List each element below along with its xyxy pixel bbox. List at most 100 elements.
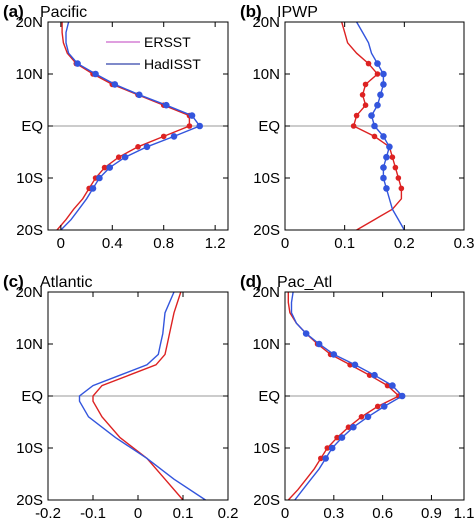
data-point [362,81,369,88]
data-point [101,164,108,171]
data-point [143,143,151,151]
data-point [365,60,372,67]
data-point [383,185,390,192]
data-point [334,434,340,441]
data-point [89,185,97,192]
y-tick-label: 10S [253,440,280,457]
data-point [389,382,396,389]
data-point [74,60,81,67]
data-point [345,424,352,431]
data-point [359,92,366,98]
panel-label: (d) [240,272,262,291]
y-tick-label: 20S [16,492,43,509]
x-tick-label: 0.1 [173,505,194,521]
data-point [398,185,405,192]
y-tick-label: 10N [252,66,280,83]
y-tick-label: 20N [15,284,43,301]
data-point [380,403,388,410]
x-tick-label: 1.2 [205,235,226,252]
panel-label: (b) [240,2,262,21]
data-point [121,153,129,161]
x-tick-label: 0 [281,505,289,521]
data-point [350,123,357,129]
data-point [135,144,141,150]
panel-title: Pac_Atl [277,274,332,291]
y-tick-label: 10N [15,66,43,83]
data-point [386,143,393,151]
y-tick-label: EQ [21,118,43,135]
data-point [315,340,323,348]
data-point [330,351,338,358]
y-tick-label: 10S [16,440,43,457]
data-point [92,70,99,78]
y-tick-label: 10S [16,170,43,187]
data-point [380,174,387,182]
x-tick-label: -0.2 [35,505,61,521]
data-point [362,102,369,108]
chart-panel-1: 20N 10N EQ 10S 20S 0 0.4 0.8 1.2 (a) Pacific [3,2,229,252]
y-tick-label: 10S [253,170,280,187]
data-point [302,330,310,337]
x-tick-label: 0.2 [218,505,239,521]
data-point [371,122,378,130]
data-point [324,445,331,451]
data-point [350,423,357,431]
y-tick-label: EQ [258,118,280,135]
y-tick-label: 20S [253,222,280,239]
x-tick-label: 0.9 [421,505,442,521]
data-point [358,414,365,420]
x-tick-label: 0 [57,235,65,252]
data-point [96,174,103,182]
data-point [368,112,375,119]
data-point [186,123,193,129]
x-tick-label: 1.1 [454,505,474,521]
data-point [170,133,178,140]
x-tick-label: 0.3 [454,235,474,252]
data-point [374,101,381,109]
panel-title: IPWP [277,4,318,21]
data-point [380,81,387,88]
data-point [188,112,196,119]
x-tick-label: 0.2 [394,235,415,252]
data-point [395,175,402,181]
y-tick-label: 20S [16,222,43,239]
data-point [374,403,381,410]
panel-label: (a) [3,2,24,21]
data-point [364,413,372,421]
x-tick-label: -0.1 [80,505,106,521]
data-point [380,164,387,171]
x-tick-label: 0.8 [153,235,174,252]
data-point [398,392,406,400]
data-point [374,71,381,77]
legend-label: ERSST [144,34,191,50]
y-tick-label: 20N [252,14,280,31]
data-point [196,122,204,130]
x-tick-label: 0 [281,235,289,252]
x-tick-label: 0.4 [102,235,123,252]
y-tick-label: 20N [252,284,280,301]
y-tick-label: EQ [21,388,43,405]
data-point [338,434,346,441]
data-point [115,154,122,160]
y-tick-label: 10N [252,336,280,353]
data-point [380,70,387,78]
y-tick-label: 10N [15,336,43,353]
legend: ERSST HadISST [106,34,201,72]
data-point [383,153,390,161]
y-tick-label: 20S [253,492,280,509]
data-point [162,101,170,109]
x-tick-label: 0.1 [334,235,355,252]
data-point [328,444,336,452]
data-point [392,164,399,171]
data-point [380,133,387,140]
x-tick-label: 0.6 [372,505,393,521]
chart-panel-3: 20N 10N EQ 10S 20S-0.2 -0.1 0 0.1 0.2 (c) Atlantic [3,272,238,521]
data-point [377,91,384,99]
panel-label: (c) [3,272,24,291]
data-point [111,81,119,88]
y-tick-label: 20N [15,14,43,31]
series-line-blue [78,291,206,501]
